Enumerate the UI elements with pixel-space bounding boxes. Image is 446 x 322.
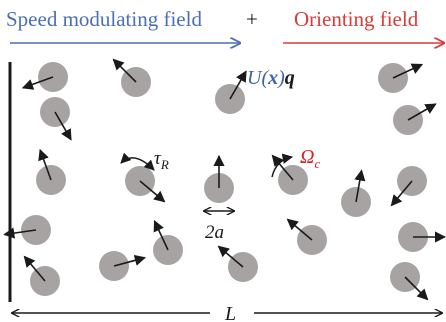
omega-rotation-arc <box>271 153 294 178</box>
orientation-arrow-2 <box>54 111 72 141</box>
particles-group <box>3 58 446 301</box>
orientation-arrow-1 <box>21 76 54 90</box>
velocity-label: U(x)q <box>247 67 295 89</box>
orientation-arrow-9 <box>153 219 169 251</box>
orientation-arrow-10 <box>229 70 247 100</box>
omega-symbol: Ωc <box>300 146 320 171</box>
orientation-arrow-16 <box>392 63 424 79</box>
plus-sign: + <box>246 7 258 31</box>
orientation-arrow-17 <box>407 103 437 121</box>
speed-field-title: Speed modulating field <box>6 7 202 31</box>
diameter-label: 2a <box>205 222 224 243</box>
orientation-arrow-3 <box>38 148 52 181</box>
orientation-arrow-4 <box>3 227 37 239</box>
orientation-arrow-15 <box>354 169 366 203</box>
orientation-arrow-5 <box>23 255 46 282</box>
length-label: L <box>224 303 236 322</box>
orientation-arrow-20 <box>404 276 429 301</box>
curved-double-arrow-icon <box>120 152 155 171</box>
orientation-arrow-8 <box>113 254 146 267</box>
orientation-arrow-12 <box>217 245 244 268</box>
orientation-arrow-7 <box>139 180 166 203</box>
orienting-field-title: Orienting field <box>294 7 419 31</box>
tau-symbol: τR <box>154 148 169 172</box>
orientation-arrow-13 <box>271 154 294 181</box>
orientation-arrow-14 <box>286 218 313 241</box>
orientation-arrow-18 <box>390 180 413 207</box>
orientation-arrow-6 <box>112 58 137 83</box>
